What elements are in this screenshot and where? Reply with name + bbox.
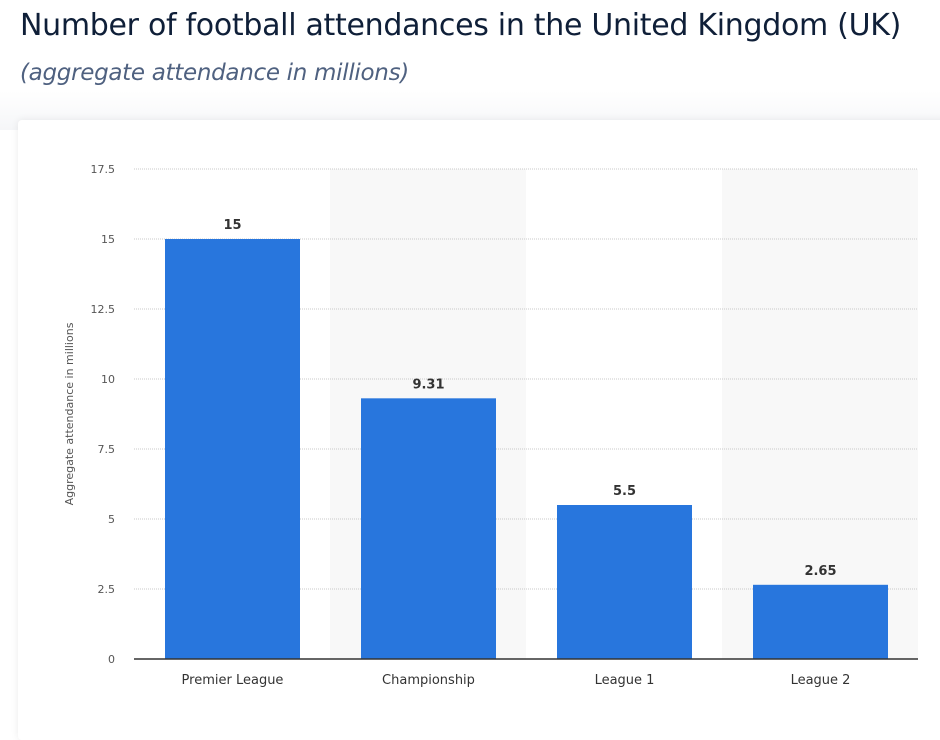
data-label: 5.5 [613,484,636,499]
y-axis-label: Aggregate attendance in millions [63,322,76,505]
header: Number of football attendances in the Un… [0,0,940,130]
x-tick-label: Premier League [182,673,284,688]
chart-subtitle: (aggregate attendance in millions) [20,60,409,86]
bar-chart: 0 2.5 5 7.5 10 12.5 15 17.5 Aggregate attendance… [63,163,918,688]
y-tick-label: 2.5 [98,583,116,596]
bar [753,584,888,659]
data-label: 9.31 [412,377,444,392]
y-tick-label: 5 [108,513,115,526]
y-tick-label: 10 [101,373,115,386]
data-label: 15 [223,218,241,233]
bar [165,239,300,659]
data-label: 2.65 [804,564,836,579]
chart-title: Number of football attendances in the Un… [20,8,902,43]
x-tick-label: League 1 [595,673,655,688]
x-tick-label: Championship [382,673,475,688]
bar [361,398,496,659]
y-tick-label: 12.5 [91,303,116,316]
y-tick-label: 0 [108,653,115,666]
y-tick-label: 17.5 [91,163,116,176]
x-tick-label: League 2 [791,673,851,688]
band-shade [722,169,918,659]
bar [557,505,692,659]
y-tick-label: 7.5 [98,443,116,456]
y-tick-label: 15 [101,233,115,246]
